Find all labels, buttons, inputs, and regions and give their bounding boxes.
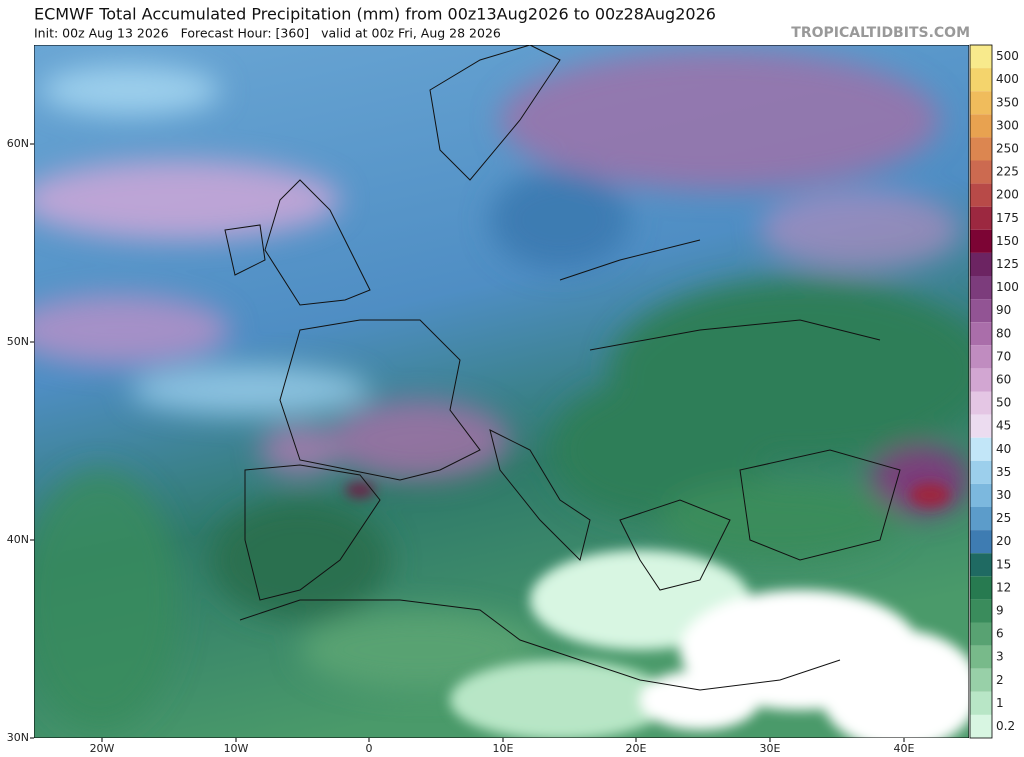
colorbar-swatch [970,160,992,184]
colorbar-label: 3 [996,650,1004,664]
colorbar-label: 90 [996,303,1011,317]
colorbar-label: 100 [996,280,1019,294]
colorbar-label: 500 [996,49,1019,63]
colorbar-swatch [970,206,992,230]
colorbar-swatch [970,137,992,161]
colorbar-label: 30 [996,488,1011,502]
colorbar-label: 200 [996,188,1019,202]
lon-label: 10W [224,742,249,755]
colorbar-swatch [970,437,992,461]
colorbar-label: 40 [996,442,1011,456]
colorbar-label: 300 [996,118,1019,132]
lon-label: 0 [366,742,373,755]
colorbar-label: 15 [996,557,1011,571]
colorbar-label: 9 [996,603,1004,617]
lon-label: 30E [760,742,781,755]
precip-field [34,45,969,738]
colorbar-label: 250 [996,141,1019,155]
colorbar-swatch [970,322,992,346]
colorbar-label: 35 [996,465,1011,479]
lat-label: 30N [7,731,29,744]
colorbar-label: 225 [996,165,1019,179]
lat-label: 50N [7,335,29,348]
title: ECMWF Total Accumulated Precipitation (m… [34,5,716,24]
colorbar-swatch [970,368,992,392]
colorbar-label: 25 [996,511,1011,525]
credit: TROPICALTIDBITS.COM [791,25,970,41]
colorbar-label: 12 [996,580,1011,594]
colorbar-label: 20 [996,534,1011,548]
colorbar: 5004003503002502252001751501251009080706… [969,44,1019,739]
colorbar-swatch [970,114,992,138]
colorbar-label: 0.2 [996,719,1015,733]
colorbar-swatch [970,507,992,531]
colorbar-swatch [970,460,992,484]
lon-label: 20E [626,742,647,755]
lon-label: 40E [894,742,915,755]
colorbar-swatch [970,91,992,115]
colorbar-swatch [970,45,992,69]
lon-label: 10E [493,742,514,755]
colorbar-swatch [970,299,992,323]
colorbar-swatch [970,68,992,92]
colorbar-swatch [970,183,992,207]
colorbar-frame [969,44,993,739]
colorbar-label: 6 [996,627,1004,641]
colorbar-swatch [970,414,992,438]
lat-label: 60N [7,137,29,150]
colorbar-swatch [970,622,992,646]
colorbar-swatch [970,691,992,715]
colorbar-label: 80 [996,326,1011,340]
colorbar-swatch [970,276,992,300]
colorbar-label: 175 [996,211,1019,225]
colorbar-swatch [970,483,992,507]
colorbar-label: 1 [996,696,1004,710]
colorbar-swatch [970,645,992,669]
colorbar-swatch [970,553,992,577]
subtitle: Init: 00z Aug 13 2026 Forecast Hour: [36… [34,26,501,41]
lat-label: 40N [7,533,29,546]
colorbar-swatch [970,576,992,600]
colorbar-swatch [970,599,992,623]
colorbar-label: 125 [996,257,1019,271]
colorbar-swatch [970,714,992,738]
colorbar-label: 2 [996,673,1004,687]
colorbar-swatch [970,391,992,415]
colorbar-label: 350 [996,95,1019,109]
lon-label: 20W [90,742,115,755]
colorbar-label: 50 [996,396,1011,410]
colorbar-label: 45 [996,419,1011,433]
colorbar-swatch [970,530,992,554]
colorbar-label: 70 [996,349,1011,363]
axis-labels: 60N 50N 40N 30N 20W 10W 0 10E 20E 30E 40E [7,137,915,755]
colorbar-swatch [970,252,992,276]
colorbar-label: 60 [996,372,1011,386]
colorbar-label: 150 [996,234,1019,248]
colorbar-swatch [970,229,992,253]
colorbar-label: 400 [996,72,1019,86]
colorbar-swatch [970,668,992,692]
colorbar-swatch [970,345,992,369]
